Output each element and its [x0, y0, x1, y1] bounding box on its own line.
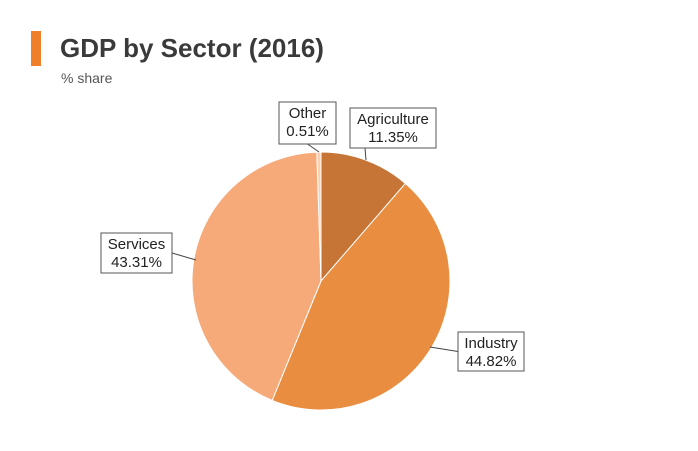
chart-title: GDP by Sector (2016) [60, 33, 324, 63]
chart-subtitle: % share [61, 70, 113, 86]
pie-slice-industry [271, 182, 451, 411]
label-name-industry: Industry [464, 335, 518, 352]
label-name-services: Services [108, 236, 166, 253]
leader-line-agriculture [364, 147, 367, 161]
label-value-services: 43.31% [111, 254, 162, 271]
label-box-agriculture [349, 107, 437, 149]
leader-line-services [171, 252, 197, 261]
label-value-other: 0.51% [286, 123, 329, 140]
label-box-industry [457, 331, 525, 372]
title-accent-bar [31, 31, 41, 66]
leader-line-other [307, 143, 320, 153]
label-name-agriculture: Agriculture [357, 111, 429, 128]
label-box-services [100, 232, 173, 274]
label-value-agriculture: 11.35% [368, 129, 418, 146]
pie-slices [191, 151, 451, 411]
leader-line-industry [429, 346, 459, 352]
label-box-other [278, 101, 337, 145]
pie-slice-agriculture [320, 151, 407, 283]
label-name-other: Other [289, 105, 327, 122]
pie-slice-services [191, 151, 322, 402]
label-value-industry: 44.82% [466, 353, 517, 370]
